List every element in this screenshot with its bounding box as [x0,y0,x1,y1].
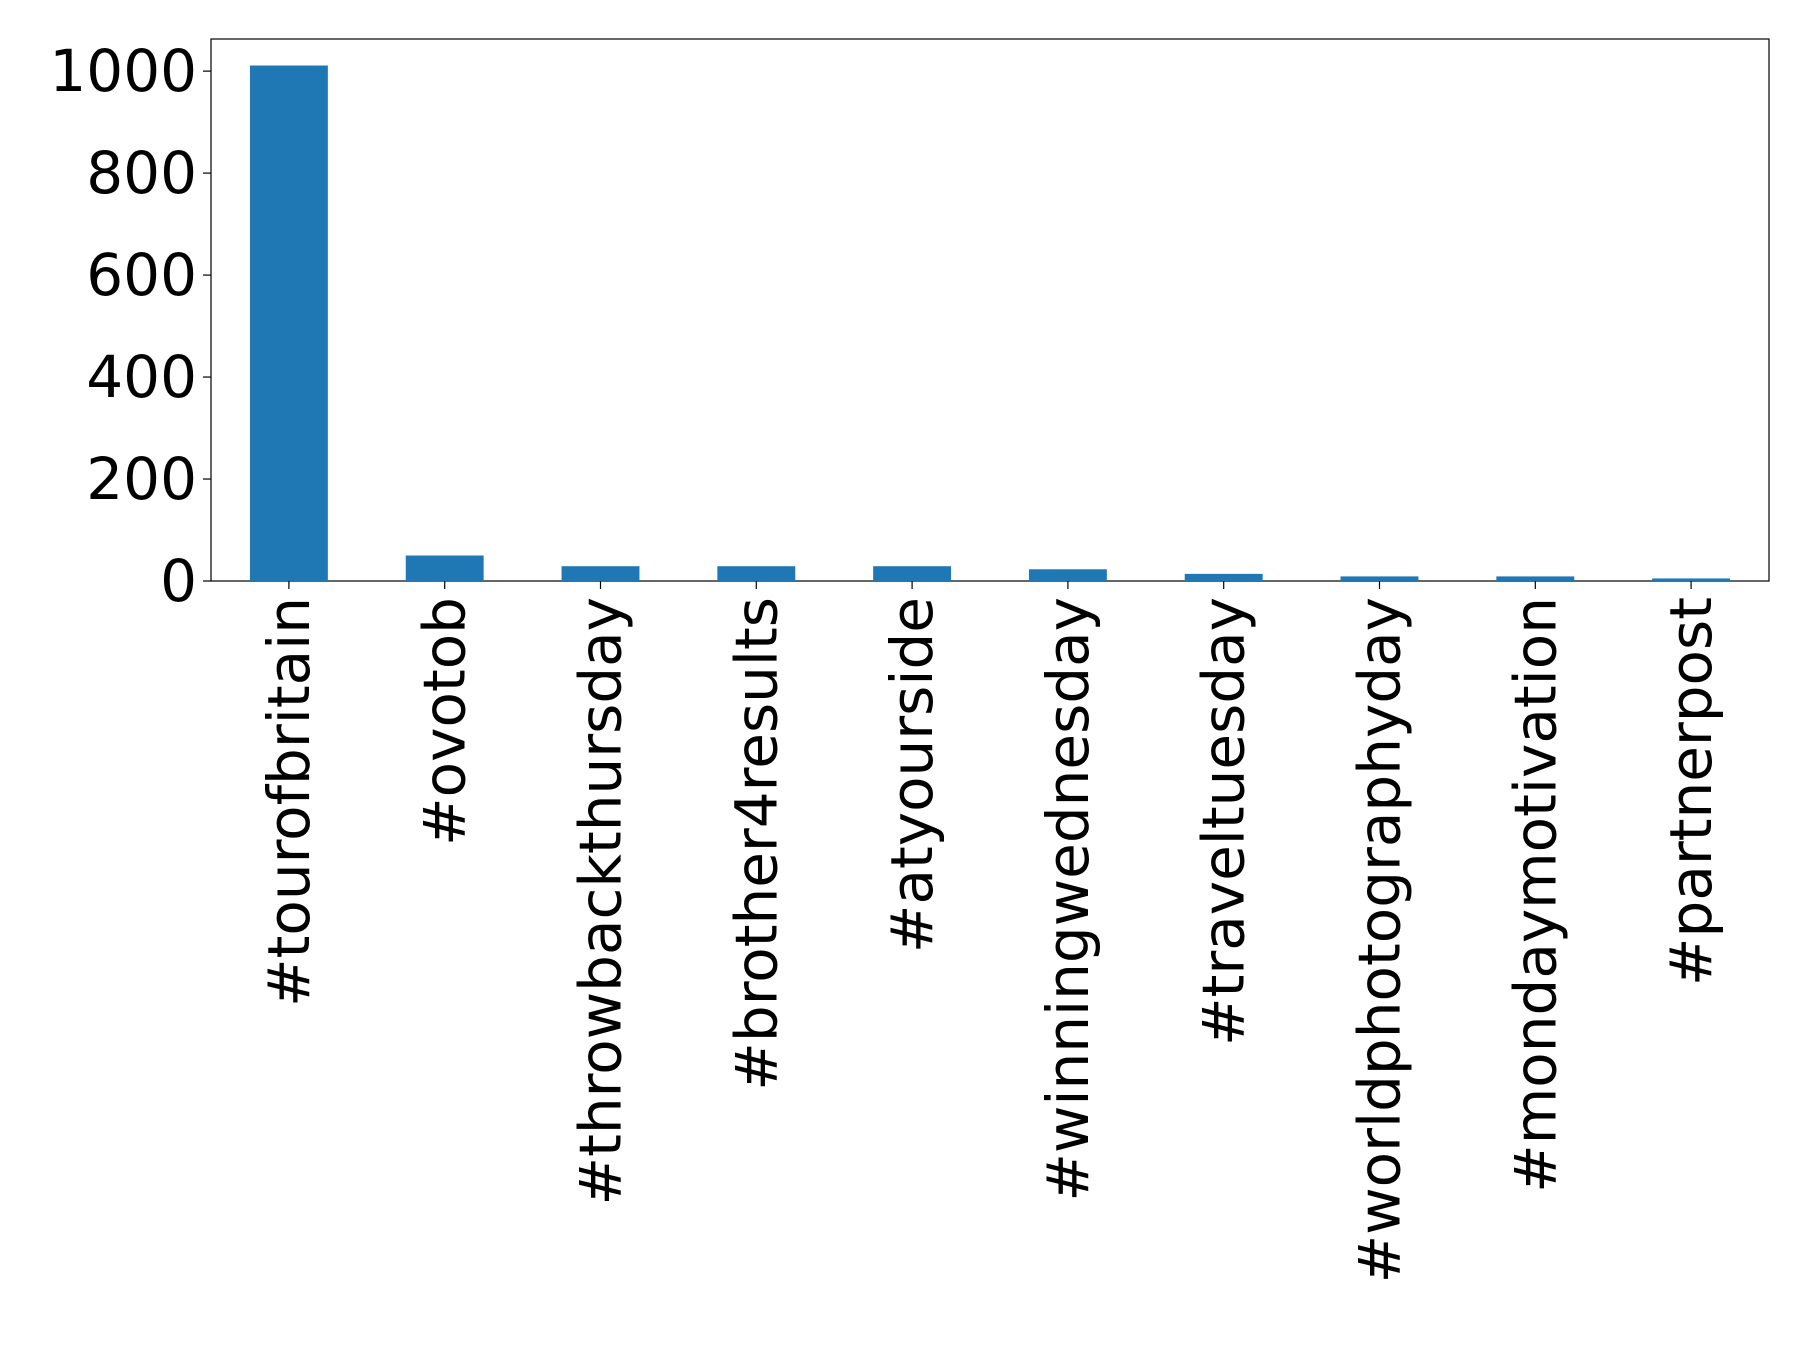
plot-frame [210,38,1770,582]
bar [1028,569,1107,581]
x-tick-label: #brother4results [722,597,790,1091]
bar [1496,576,1575,581]
x-tick-label: #winningwednesday [1034,597,1102,1202]
bar [561,566,640,581]
bar [873,566,952,581]
y-tick-label: 200 [86,445,197,513]
y-tick-label: 1000 [49,37,197,105]
x-tick-label: #tourofbritain [255,597,323,1007]
x-tick-label: #ovotob [411,597,479,846]
bar [249,65,328,581]
y-tick-label: 800 [86,139,197,207]
y-tick-label: 400 [86,343,197,411]
x-tick-label: #traveltuesday [1190,597,1258,1046]
x-tick-label: #partnerpost [1657,597,1725,986]
x-tick-label: #atyourside [878,597,946,953]
bar [1184,573,1263,581]
bar [405,555,484,581]
bar [1340,576,1419,581]
y-tick-label: 0 [160,547,197,615]
bar [717,566,796,581]
y-tick-label: 600 [86,241,197,309]
x-tick-label: #mondaymotivation [1501,597,1569,1193]
bar [1652,578,1731,581]
x-tick-label: #worldphotographyday [1346,597,1414,1283]
x-tick-label: #throwbackthursday [567,597,635,1205]
